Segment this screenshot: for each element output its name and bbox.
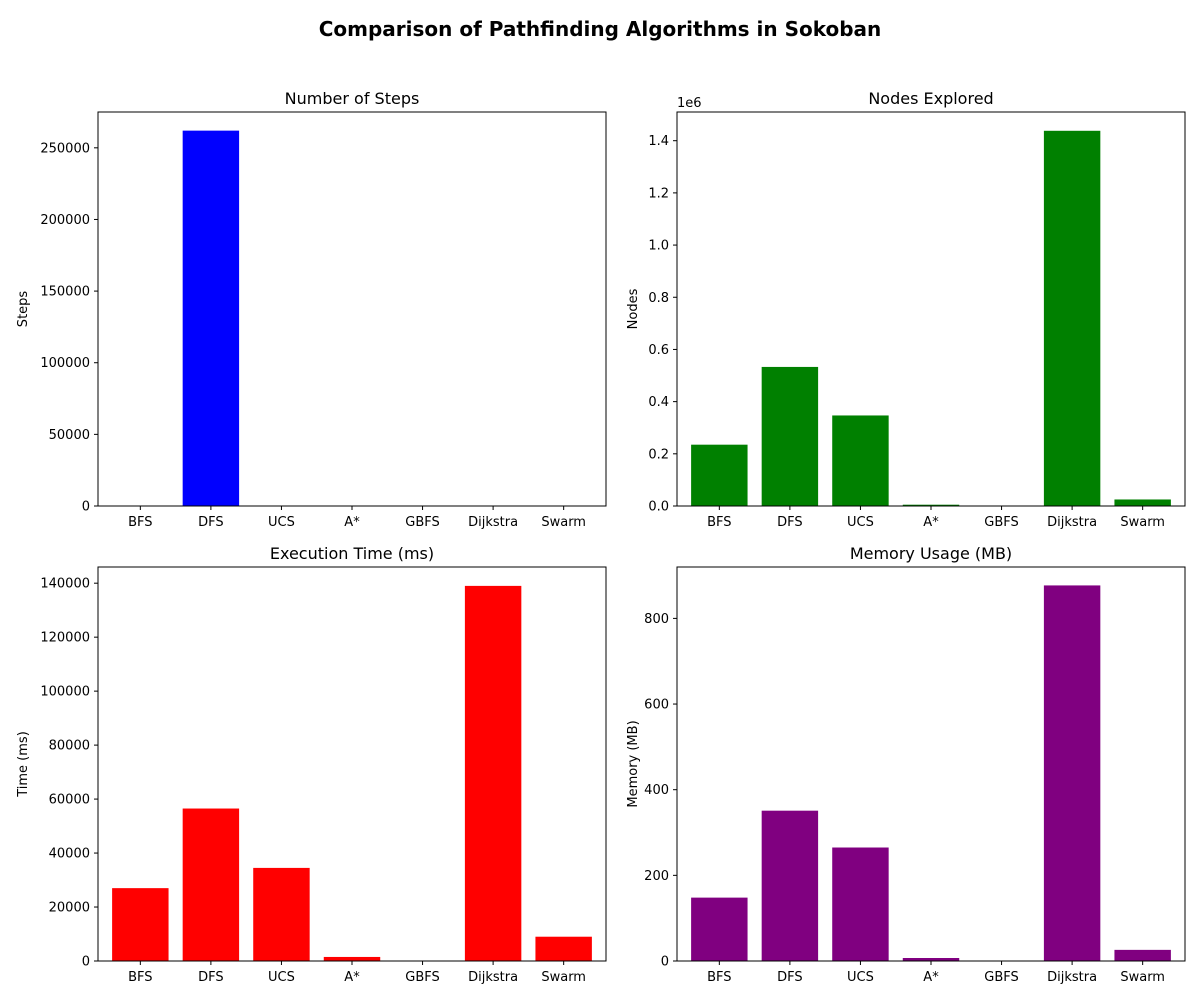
x-tick-label: UCS — [268, 970, 295, 985]
bar-dfs — [761, 366, 819, 506]
x-tick-label: A* — [923, 515, 939, 530]
bar-ucs — [253, 867, 310, 961]
y-offset-label: 1e6 — [677, 96, 702, 111]
x-tick-label: DFS — [777, 970, 803, 985]
y-tick-label: 150000 — [40, 285, 90, 300]
x-tick-label: Dijkstra — [1047, 515, 1097, 530]
axes-frame — [676, 566, 1186, 962]
x-tick-label: GBFS — [984, 515, 1019, 530]
bar-a — [902, 958, 960, 961]
y-axis-label: Memory (MB) — [626, 720, 641, 807]
y-tick-label: 140000 — [40, 577, 90, 592]
y-tick-label: 400 — [644, 783, 669, 798]
y-axis-label: Nodes — [626, 288, 641, 329]
x-tick-label: A* — [923, 970, 939, 985]
y-axis-label: Time (ms) — [16, 731, 31, 798]
axes-frame — [97, 111, 607, 507]
y-tick-label: 200 — [644, 869, 669, 884]
y-tick-label: 600 — [644, 698, 669, 713]
subplot-4: BFS DFS UCS A* GBFS Dijkstra Swarm 0 200 400 600 80… — [626, 544, 1186, 985]
y-tick-label: 40000 — [49, 847, 90, 862]
y-tick-label: 0.0 — [648, 500, 669, 515]
y-tick-label: 0.6 — [648, 343, 669, 358]
y-tick-label: 60000 — [49, 793, 90, 808]
x-tick-label: Swarm — [541, 515, 586, 530]
y-tick-label: 100000 — [40, 685, 90, 700]
y-tick-label: 0 — [82, 500, 90, 515]
bar-swarm — [1114, 949, 1171, 961]
bar-dijkstra — [464, 585, 522, 961]
y-tick-label: 0 — [82, 955, 90, 970]
y-axis-label: Steps — [16, 291, 31, 328]
subplot-grid: BFS DFS UCS A* GBFS Dijkstra Swarm 0 50000 100000… — [16, 89, 1186, 985]
y-tick-label: 50000 — [49, 428, 90, 443]
subplot-2: BFS DFS UCS A* GBFS Dijkstra Swarm 0.0 0.2 0.4 0.6… — [626, 89, 1186, 530]
bar-bfs — [112, 888, 169, 961]
axes-frame — [676, 111, 1186, 507]
bar-a — [902, 504, 960, 506]
bar-swarm — [1114, 499, 1171, 506]
x-tick-label: A* — [344, 970, 360, 985]
x-tick-label: Swarm — [541, 970, 586, 985]
x-tick-label: UCS — [847, 515, 874, 530]
y-tick-label: 1.2 — [648, 186, 669, 201]
x-tick-label: Swarm — [1120, 515, 1165, 530]
bar-swarm — [535, 936, 592, 961]
bar-ucs — [832, 415, 889, 506]
x-tick-label: A* — [344, 515, 360, 530]
y-tick-label: 20000 — [49, 901, 90, 916]
y-tick-label: 250000 — [40, 141, 90, 156]
x-tick-label: UCS — [268, 515, 295, 530]
axes-frame — [97, 566, 607, 962]
subplot-title: Execution Time (ms) — [270, 544, 434, 563]
subplot-1: BFS DFS UCS A* GBFS Dijkstra Swarm 0 50000 100000… — [16, 89, 607, 530]
y-tick-label: 0.8 — [648, 291, 669, 306]
y-tick-label: 800 — [644, 612, 669, 627]
bar-a — [323, 956, 381, 961]
bar-dijkstra — [1043, 585, 1101, 961]
bar-ucs — [832, 847, 889, 961]
y-tick-label: 1.4 — [648, 134, 669, 149]
x-tick-label: BFS — [707, 970, 731, 985]
x-tick-label: Dijkstra — [1047, 970, 1097, 985]
x-tick-label: DFS — [777, 515, 803, 530]
subplot-title: Nodes Explored — [868, 89, 993, 108]
bar-dfs — [761, 810, 819, 961]
x-tick-label: DFS — [198, 970, 224, 985]
x-tick-label: Dijkstra — [468, 970, 518, 985]
subplot-3: BFS DFS UCS A* GBFS Dijkstra Swarm 0 20000 40000 6… — [16, 544, 607, 985]
bar-dijkstra — [1043, 130, 1101, 507]
x-tick-label: BFS — [128, 970, 152, 985]
x-tick-label: GBFS — [984, 970, 1019, 985]
y-tick-label: 200000 — [40, 213, 90, 228]
x-tick-label: Dijkstra — [468, 515, 518, 530]
x-tick-label: GBFS — [405, 970, 440, 985]
bar-dfs — [182, 130, 240, 506]
bar-bfs — [691, 444, 748, 506]
y-tick-label: 0 — [661, 955, 669, 970]
figure-suptitle: Comparison of Pathfinding Algorithms in … — [319, 17, 882, 41]
x-tick-label: BFS — [128, 515, 152, 530]
x-tick-label: UCS — [847, 970, 874, 985]
y-tick-label: 120000 — [40, 631, 90, 646]
x-tick-label: GBFS — [405, 515, 440, 530]
y-tick-label: 0.2 — [648, 447, 669, 462]
y-tick-label: 1.0 — [648, 239, 669, 254]
bar-bfs — [691, 897, 748, 961]
x-tick-label: Swarm — [1120, 970, 1165, 985]
y-tick-label: 80000 — [49, 739, 90, 754]
y-tick-label: 100000 — [40, 356, 90, 371]
bar-dfs — [182, 808, 240, 961]
x-tick-label: DFS — [198, 515, 224, 530]
y-tick-label: 0.4 — [648, 395, 669, 410]
subplot-title: Number of Steps — [285, 89, 420, 108]
x-tick-label: BFS — [707, 515, 731, 530]
subplot-title: Memory Usage (MB) — [850, 544, 1012, 563]
